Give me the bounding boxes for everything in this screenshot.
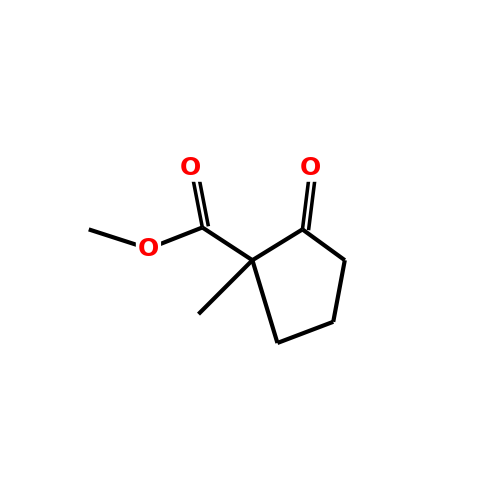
Text: O: O	[300, 156, 321, 180]
Text: O: O	[138, 236, 159, 260]
Text: O: O	[180, 156, 202, 180]
